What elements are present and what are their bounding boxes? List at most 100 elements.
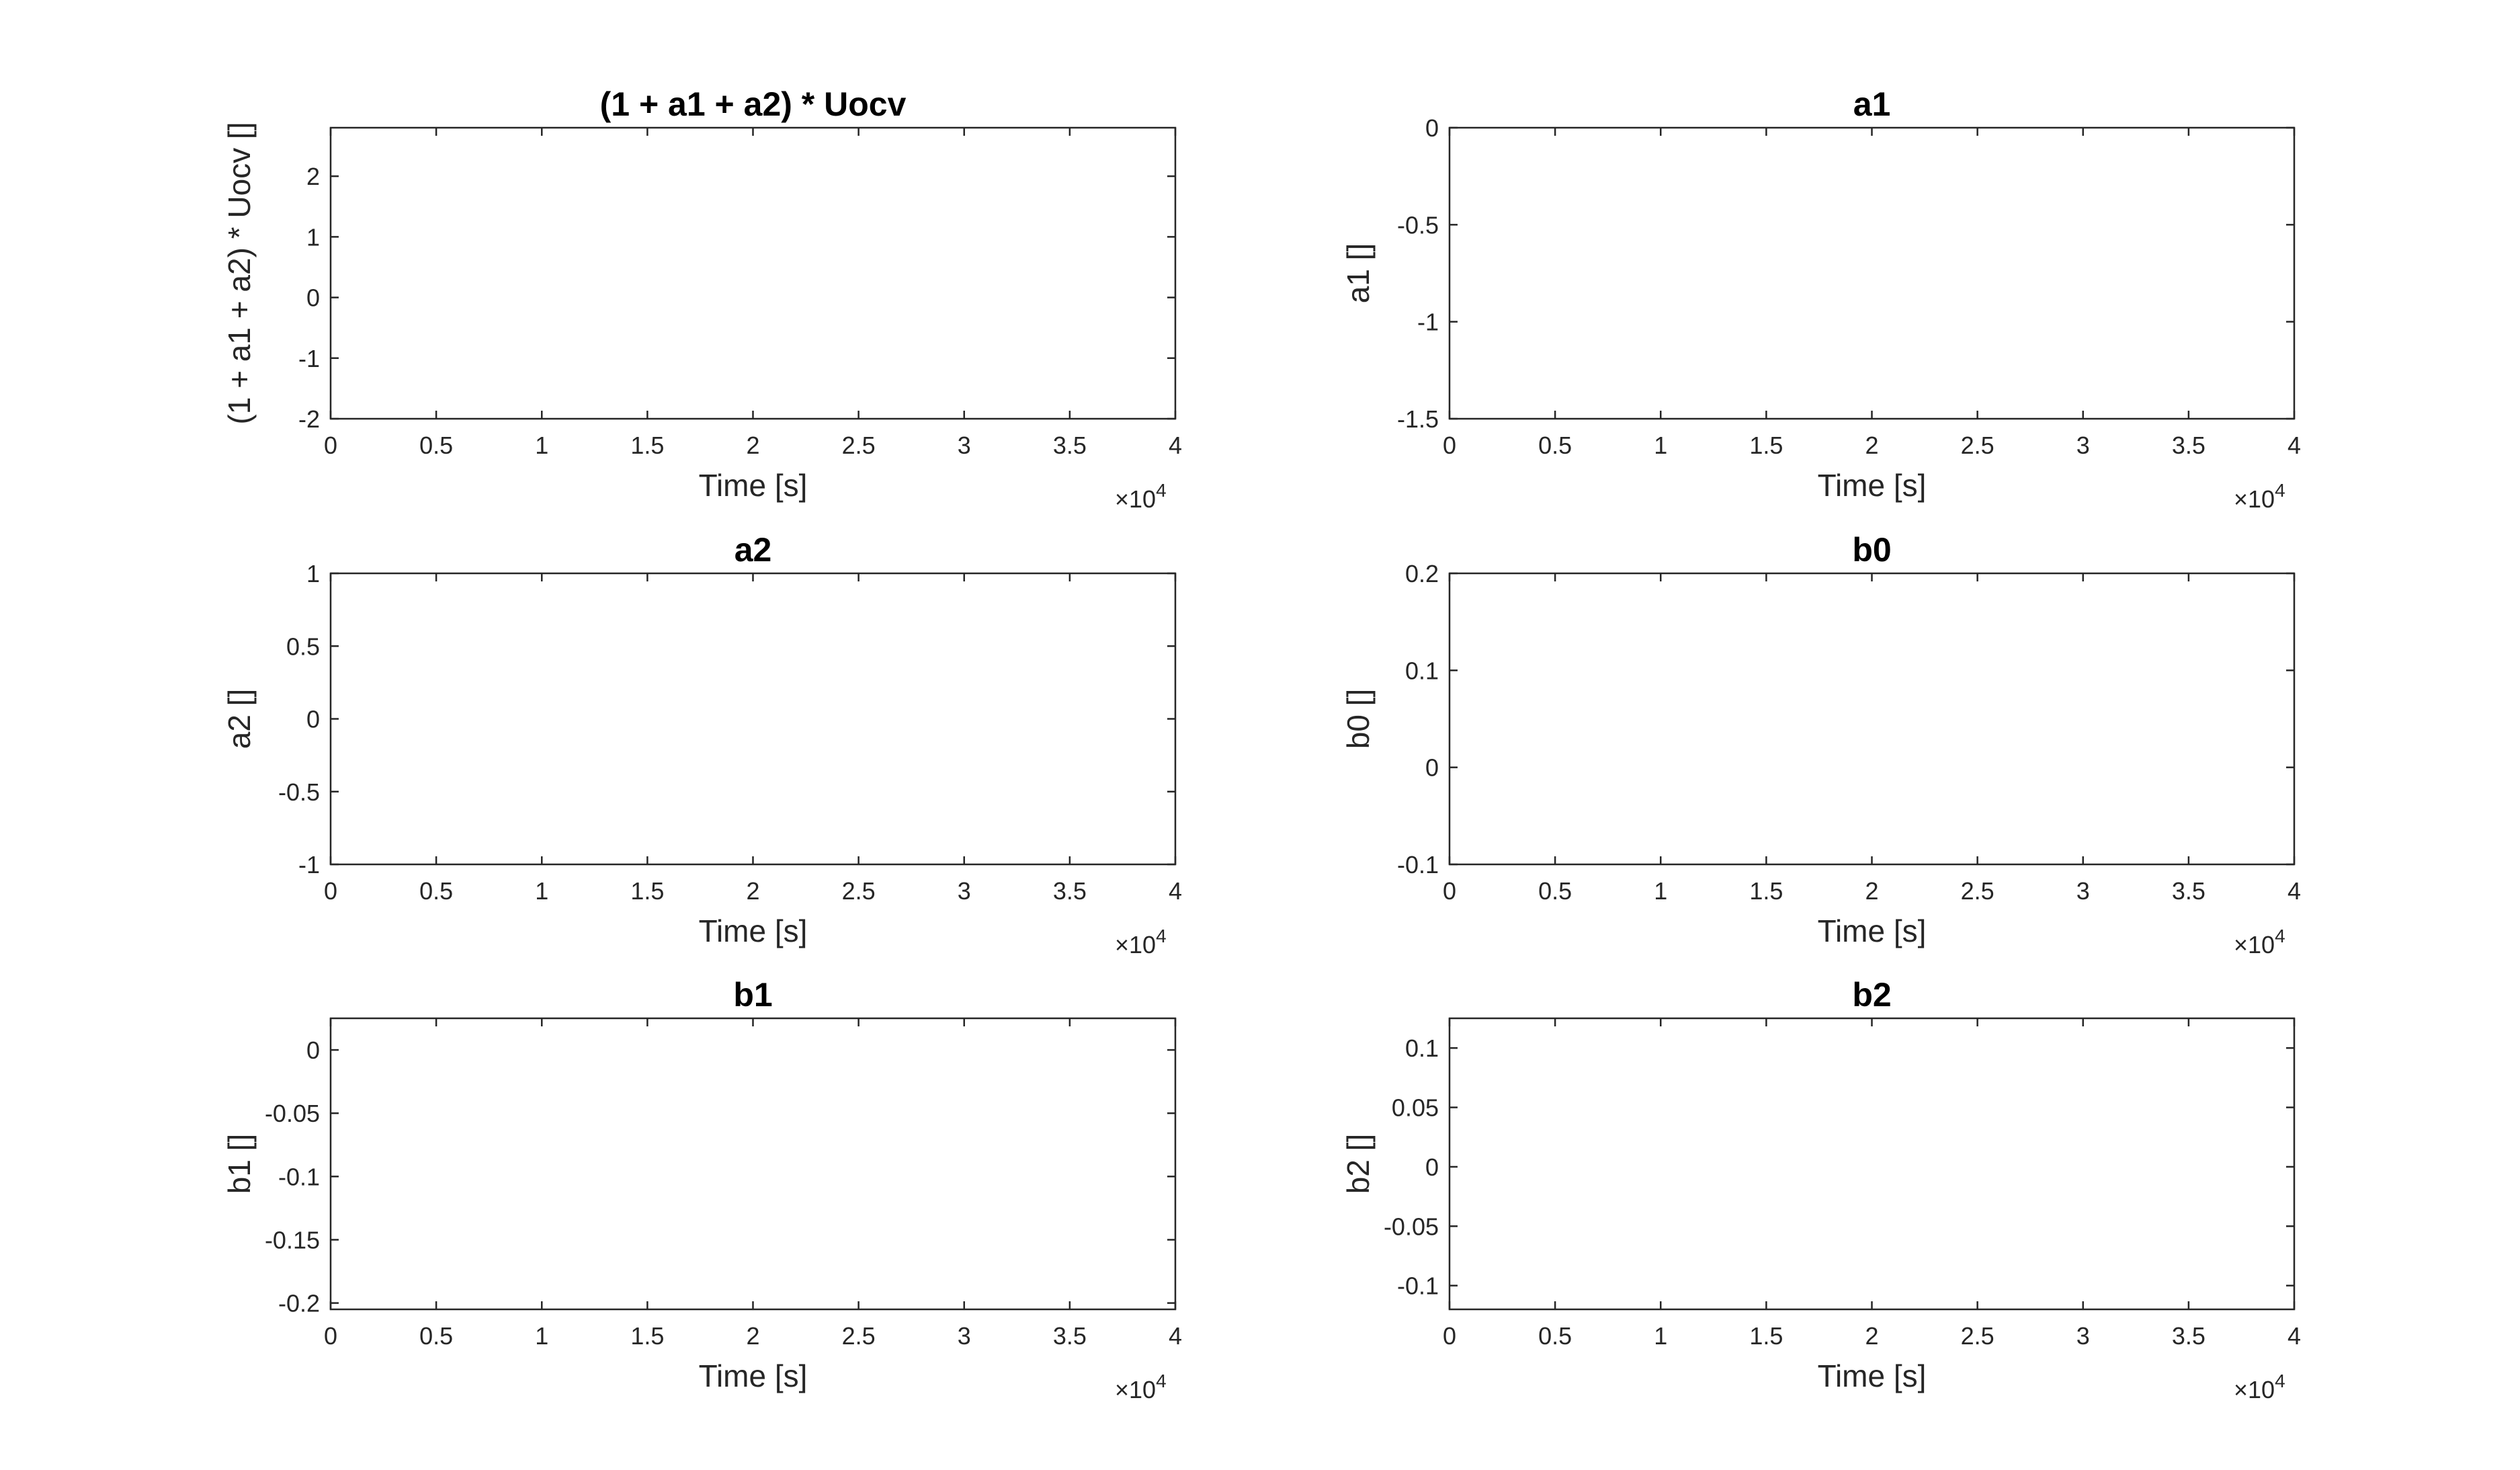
y-tick-label: 0 xyxy=(1425,1153,1439,1181)
x-tick-label: 0 xyxy=(324,1322,337,1350)
y-tick-label: -0.2 xyxy=(278,1290,320,1317)
y-tick-label: 0.1 xyxy=(1405,1034,1439,1062)
axes-frame xyxy=(1448,126,2296,420)
x-tick-label: 0 xyxy=(1443,432,1456,459)
x-tick-label: 1 xyxy=(535,877,548,905)
x-tick-label: 4 xyxy=(2287,1322,2301,1350)
y-tick-label: 0.1 xyxy=(1405,657,1439,684)
chart-panel-5: 0 0.5 1 1.5 2 2.5 3 3.5 4 -0.1 -0.05 0 0.05 0.1 b2 Time… xyxy=(1341,976,2301,1403)
x-axis-exponent: ×104 xyxy=(1115,480,1167,513)
x-tick-label: 3.5 xyxy=(2172,432,2206,459)
chart-panel-1: 0 0.5 1 1.5 2 2.5 3 3.5 4 -1.5 -1 -0.5 0 a1 Time [s] ×1… xyxy=(1341,85,2301,513)
y-tick-label: -0.15 xyxy=(265,1226,320,1254)
x-tick-label: 2 xyxy=(746,432,759,459)
x-tick-label: 1 xyxy=(1654,877,1667,905)
x-tick-label: 3 xyxy=(958,1322,971,1350)
x-tick-label: 1.5 xyxy=(1749,432,1783,459)
x-tick-label: 2 xyxy=(746,1322,759,1350)
x-tick-label: 1 xyxy=(1654,432,1667,459)
x-exponent-value: 4 xyxy=(1156,480,1167,501)
axes-frame xyxy=(1448,1017,2296,1311)
x-axis-label: Time [s] xyxy=(1818,468,1927,503)
axes-frame xyxy=(329,126,1177,420)
y-tick-label: -2 xyxy=(298,405,320,433)
y-tick-label: 0 xyxy=(1425,754,1439,782)
y-tick-label: -1.5 xyxy=(1397,405,1439,433)
x-tick-label: 1.5 xyxy=(1749,1322,1783,1350)
y-axis-label: b2 [] xyxy=(1341,1134,1376,1194)
y-tick-label: 0.5 xyxy=(286,632,320,660)
x-tick-label: 0.5 xyxy=(1538,432,1572,459)
x-tick-label: 3.5 xyxy=(1053,877,1087,905)
x-tick-label: 0.5 xyxy=(419,1322,453,1350)
x-tick-label: 2.5 xyxy=(1961,1322,1994,1350)
x-tick-label: 0 xyxy=(324,877,337,905)
x-tick-label: 4 xyxy=(1169,432,1182,459)
y-axis-label: a2 [] xyxy=(222,689,257,749)
x-axis-exponent: ×104 xyxy=(2234,926,2285,958)
chart-title: b0 xyxy=(1852,531,1891,569)
x-tick-label: 2.5 xyxy=(842,877,876,905)
y-tick-label: -1 xyxy=(298,345,320,372)
x-tick-label: 0.5 xyxy=(1538,877,1572,905)
axes-frame xyxy=(1448,572,2296,866)
x-tick-label: 1.5 xyxy=(630,432,664,459)
x-tick-label: 1.5 xyxy=(630,1322,664,1350)
chart-title: b1 xyxy=(733,976,772,1014)
y-tick-label: 0 xyxy=(306,284,320,312)
x-tick-label: 3 xyxy=(2076,432,2090,459)
y-tick-label: -0.05 xyxy=(265,1100,320,1127)
chart-panel-2: 0 0.5 1 1.5 2 2.5 3 3.5 4 -1 -0.5 0 0.5 1 a2 Time [s] ×1… xyxy=(222,531,1182,958)
y-tick-label: -1 xyxy=(1417,309,1439,336)
y-tick-label: -1 xyxy=(298,851,320,879)
x-tick-label: 4 xyxy=(1169,1322,1182,1350)
x-tick-label: 3.5 xyxy=(1053,1322,1087,1350)
x-exponent-value: 4 xyxy=(2275,480,2285,501)
x-tick-label: 2.5 xyxy=(842,432,876,459)
x-tick-label: 4 xyxy=(2287,432,2301,459)
y-tick-label: -0.1 xyxy=(1397,851,1439,879)
x-axis-exponent: ×104 xyxy=(1115,926,1167,958)
x-tick-label: 2 xyxy=(1865,877,1878,905)
chart-title: a1 xyxy=(1853,85,1891,123)
x-axis-label: Time [s] xyxy=(699,468,808,503)
x-axis-label: Time [s] xyxy=(1818,1358,1927,1393)
x-tick-label: 0.5 xyxy=(1538,1322,1572,1350)
x-axis-exponent: ×104 xyxy=(2234,1371,2285,1403)
y-axis-label: (1 + a1 + a2) * Uocv [] xyxy=(222,122,257,424)
chart-panel-4: 0 0.5 1 1.5 2 2.5 3 3.5 4 -0.2 -0.15 -0.1 -0.05 0 b1 Ti… xyxy=(222,976,1182,1403)
y-tick-label: -0.05 xyxy=(1384,1213,1439,1240)
x-tick-label: 2 xyxy=(1865,1322,1878,1350)
y-tick-label: 0 xyxy=(1425,114,1439,142)
y-axis-label: b0 [] xyxy=(1341,689,1376,749)
x-exponent-value: 4 xyxy=(2275,926,2285,946)
x-tick-label: 0.5 xyxy=(419,877,453,905)
x-axis-label: Time [s] xyxy=(1818,913,1927,948)
x-axis-exponent: ×104 xyxy=(1115,1371,1167,1403)
axes-frame xyxy=(329,1017,1177,1311)
y-axis-label: a1 [] xyxy=(1341,243,1376,304)
x-tick-label: 3 xyxy=(958,432,971,459)
x-tick-label: 1 xyxy=(535,432,548,459)
x-tick-label: 4 xyxy=(2287,877,2301,905)
x-tick-label: 0 xyxy=(1443,1322,1456,1350)
chart-title: a2 xyxy=(734,531,772,569)
x-tick-label: 3.5 xyxy=(1053,432,1087,459)
y-tick-label: 1 xyxy=(306,560,320,587)
y-tick-label: 2 xyxy=(306,163,320,190)
x-tick-label: 4 xyxy=(1169,877,1182,905)
y-tick-label: -0.1 xyxy=(1397,1272,1439,1300)
x-tick-label: 2.5 xyxy=(842,1322,876,1350)
x-axis-label: Time [s] xyxy=(699,913,808,948)
x-tick-label: 1 xyxy=(1654,1322,1667,1350)
x-exponent-value: 4 xyxy=(2275,1371,2285,1391)
y-tick-label: -0.5 xyxy=(1397,211,1439,239)
y-tick-label: 0.05 xyxy=(1392,1094,1439,1122)
y-tick-label: 0 xyxy=(306,706,320,733)
y-tick-label: -0.1 xyxy=(278,1163,320,1190)
x-tick-label: 1 xyxy=(535,1322,548,1350)
y-tick-label: 0.2 xyxy=(1405,560,1439,587)
x-tick-label: 0 xyxy=(324,432,337,459)
x-axis-label: Time [s] xyxy=(699,1358,808,1393)
